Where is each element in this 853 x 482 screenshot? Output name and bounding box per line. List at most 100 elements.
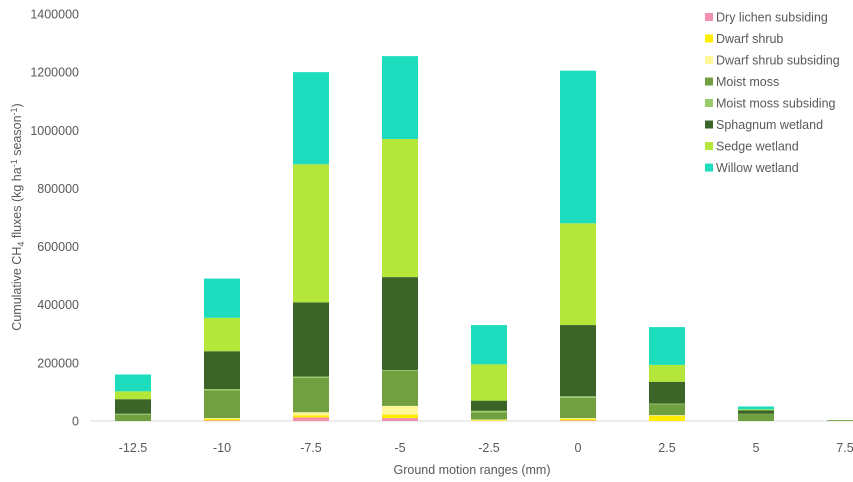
legend-swatch <box>705 142 713 150</box>
y-tick-label: 1000000 <box>30 124 79 138</box>
bar-segment <box>382 418 418 421</box>
bar-segment <box>204 351 240 390</box>
bar-segment <box>382 56 418 140</box>
legend-swatch <box>705 34 713 43</box>
bar-segment <box>204 278 240 318</box>
bar-segment <box>204 389 240 391</box>
bar-segment <box>649 415 685 416</box>
bar-segment <box>382 414 418 419</box>
bar-segment <box>293 412 329 416</box>
legend-swatch <box>705 163 713 172</box>
bar-segment <box>293 376 329 378</box>
y-tick-label: 1400000 <box>30 8 79 22</box>
bar-segment <box>560 325 596 397</box>
y-axis-tick-labels: 0 200000 400000 600000 800000 1000000 1200000 1… <box>30 8 79 429</box>
bar-segment <box>738 410 774 414</box>
bar-segment <box>649 381 685 404</box>
legend-label: Moist moss subsiding <box>716 97 836 111</box>
legend-label: Dry lichen subsiding <box>716 11 828 25</box>
y-axis-title-part: season <box>10 115 24 159</box>
bar-segment <box>293 302 329 377</box>
bar-segment <box>293 415 329 418</box>
bar-segment <box>204 390 240 419</box>
bar-segment <box>827 420 853 421</box>
bar-segment <box>115 374 151 392</box>
legend-swatch <box>705 13 713 21</box>
legend-label: Dwarf shrub <box>716 32 783 46</box>
y-tick-label: 0 <box>72 415 79 429</box>
bar-segment <box>115 391 151 400</box>
bar-segment <box>471 364 507 401</box>
x-tick-label: -7.5 <box>300 441 322 455</box>
y-tick-label: 600000 <box>37 240 79 254</box>
bar-segment <box>471 419 507 421</box>
x-tick-label: 2.5 <box>658 441 675 455</box>
x-axis-tick-labels: -12.5 -10 -7.5 -5 -2.5 0 2.5 5 7.5 <box>119 441 853 455</box>
legend-label: Moist moss <box>716 75 779 89</box>
legend-label: Sphagnum wetland <box>716 118 823 132</box>
x-tick-label: 0 <box>575 441 582 455</box>
bar-segment <box>649 403 685 405</box>
bar-segment <box>293 164 329 303</box>
bar-segment <box>382 139 418 278</box>
y-axis-title: Cumulative CH4 fluxes (kg ha-1 season-1) <box>9 103 25 330</box>
x-tick-label: -5 <box>394 441 405 455</box>
y-axis-title-part: 4 <box>16 242 26 247</box>
legend-label: Willow wetland <box>716 161 799 175</box>
bar-segment <box>293 417 329 421</box>
bar-segment <box>471 410 507 413</box>
y-axis-title-part: -1 <box>9 107 19 115</box>
bar-segment <box>115 413 151 415</box>
y-axis-title-part: fluxes (kg ha <box>10 167 24 241</box>
x-tick-label: -12.5 <box>119 441 148 455</box>
bar-segment <box>560 396 596 398</box>
bar-segment <box>649 327 685 365</box>
legend: Dry lichen subsiding Dwarf shrub Dwarf shr… <box>705 11 840 175</box>
bar-segment <box>560 70 596 224</box>
bar-segment <box>560 418 596 421</box>
bar-segment <box>204 317 240 352</box>
y-tick-label: 400000 <box>37 298 79 312</box>
legend-swatch <box>705 120 713 129</box>
bar-segment <box>204 420 240 422</box>
bar-segment <box>382 370 418 371</box>
bar-segment <box>471 400 507 411</box>
x-tick-label: 7.5 <box>836 441 853 455</box>
y-tick-label: 800000 <box>37 182 79 196</box>
bar-segment <box>560 223 596 326</box>
bar-segment <box>649 415 685 421</box>
legend-swatch <box>705 77 713 86</box>
x-tick-label: -10 <box>213 441 231 455</box>
bar-segment <box>204 418 240 421</box>
bar-segment <box>649 404 685 416</box>
x-tick-label: 5 <box>753 441 760 455</box>
legend-swatch <box>705 99 713 107</box>
y-axis-title-text: Cumulative CH4 fluxes (kg ha-1 season-1) <box>9 103 25 330</box>
bar-segment <box>471 325 507 365</box>
bar-segment <box>738 406 774 410</box>
bar-segment <box>471 412 507 420</box>
y-axis-title-part: -1 <box>9 159 19 167</box>
bar-segment <box>382 277 418 371</box>
legend-label: Dwarf shrub subsiding <box>716 54 840 68</box>
legend-swatch <box>705 56 713 64</box>
bar-segment <box>293 377 329 413</box>
bar-segment <box>382 405 418 415</box>
bar-segment <box>560 397 596 419</box>
y-axis-title-part: ) <box>10 103 24 107</box>
bar-segment <box>560 418 596 419</box>
bar-segment <box>738 409 774 411</box>
y-tick-label: 1200000 <box>30 66 79 80</box>
bar-segment <box>204 418 240 419</box>
y-axis-title-part: Cumulative CH <box>10 247 24 331</box>
bar-segment <box>560 420 596 422</box>
bar-segment <box>738 413 774 421</box>
bar-segment <box>649 364 685 382</box>
bar-segment <box>382 370 418 406</box>
legend-label: Sedge wetland <box>716 140 799 154</box>
x-axis-title: Ground motion ranges (mm) <box>393 463 550 477</box>
x-tick-label: -2.5 <box>478 441 500 455</box>
y-tick-label: 200000 <box>37 356 79 370</box>
stacked-bars <box>115 56 853 422</box>
